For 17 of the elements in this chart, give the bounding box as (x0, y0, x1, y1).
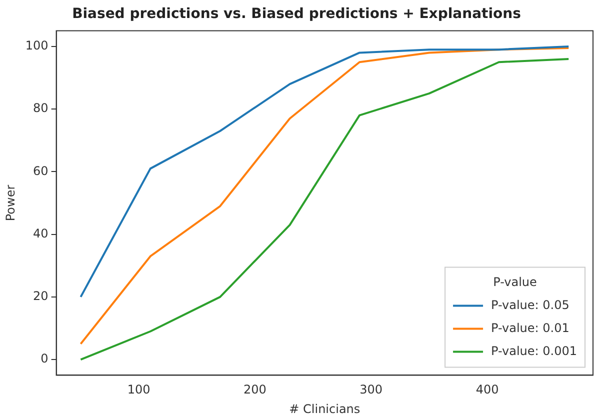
y-tick-label: 0 (40, 352, 48, 366)
x-tick-label: 400 (476, 382, 499, 397)
legend-label: P-value: 0.001 (491, 344, 577, 358)
x-tick-label: 200 (244, 382, 266, 397)
legend-label: P-value: 0.05 (491, 298, 570, 312)
y-tick-label: 80 (33, 101, 48, 116)
chart-title: Biased predictions vs. Biased predictions + Explanations (72, 6, 521, 22)
legend-title: P-value (493, 274, 537, 289)
x-tick-label: 100 (127, 382, 150, 397)
x-tick-label: 300 (360, 382, 383, 397)
y-tick-label: 60 (33, 164, 48, 178)
y-axis-title: Power (3, 184, 18, 222)
y-tick-label: 40 (33, 226, 48, 240)
x-axis-title: # Clinicians (289, 402, 360, 416)
y-tick-label: 100 (25, 38, 48, 53)
legend-label: P-value: 0.01 (491, 320, 570, 335)
y-tick-label: 20 (33, 289, 48, 304)
